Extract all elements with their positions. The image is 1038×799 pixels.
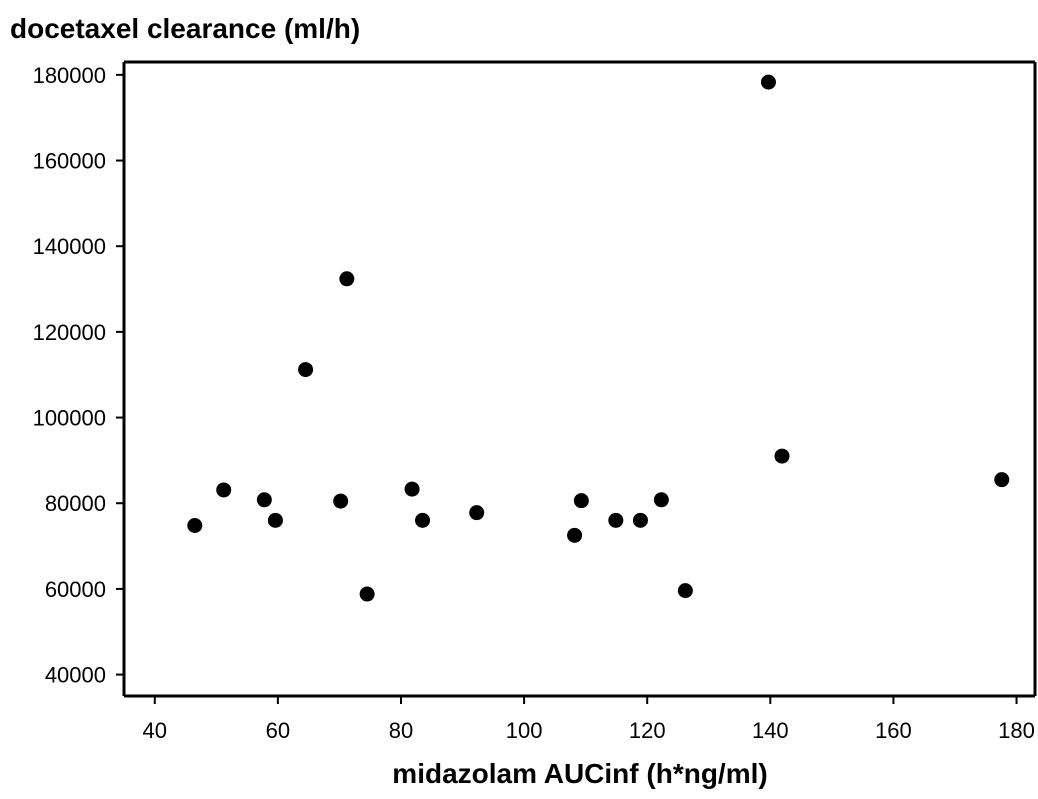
x-tick-label: 40: [143, 718, 167, 743]
data-point: [573, 493, 589, 509]
data-point: [469, 505, 485, 521]
data-point: [339, 271, 355, 287]
y-tick-label: 120000: [33, 320, 106, 345]
y-tick-label: 80000: [45, 491, 106, 516]
x-axis-title: midazolam AUCinf (h*ng/ml): [392, 758, 767, 789]
data-point: [632, 512, 648, 528]
data-point: [298, 362, 314, 378]
data-point: [608, 512, 624, 528]
data-point: [677, 583, 693, 599]
data-point: [760, 74, 776, 90]
data-point: [415, 512, 431, 528]
y-tick-label: 100000: [33, 406, 106, 431]
data-point: [404, 481, 420, 497]
x-tick-label: 80: [389, 718, 413, 743]
data-point: [187, 518, 203, 534]
x-tick-label: 140: [752, 718, 789, 743]
data-point: [774, 448, 790, 464]
data-point: [333, 493, 349, 509]
y-tick-label: 180000: [33, 63, 106, 88]
y-axis-title: docetaxel clearance (ml/h): [10, 13, 360, 44]
y-axis: 40000 60000 80000 100000 120000 140000 160000 1…: [33, 63, 124, 688]
plot-frame: [122, 60, 1037, 698]
data-point: [359, 586, 375, 602]
data-point: [256, 492, 272, 508]
x-tick-label: 100: [506, 718, 543, 743]
x-tick-label: 160: [875, 718, 912, 743]
data-points: [187, 74, 1010, 602]
y-tick-label: 140000: [33, 234, 106, 259]
data-point: [216, 482, 232, 498]
x-tick-label: 180: [998, 718, 1035, 743]
data-point: [567, 527, 583, 543]
x-axis: 40 60 80 100 120 140 160 180: [143, 696, 1035, 743]
data-point: [994, 472, 1010, 488]
y-tick-label: 60000: [45, 577, 106, 602]
y-tick-label: 160000: [33, 149, 106, 174]
y-tick-label: 40000: [45, 663, 106, 688]
x-tick-label: 120: [629, 718, 666, 743]
data-point: [653, 492, 669, 508]
data-point: [267, 512, 283, 528]
x-tick-label: 60: [266, 718, 290, 743]
